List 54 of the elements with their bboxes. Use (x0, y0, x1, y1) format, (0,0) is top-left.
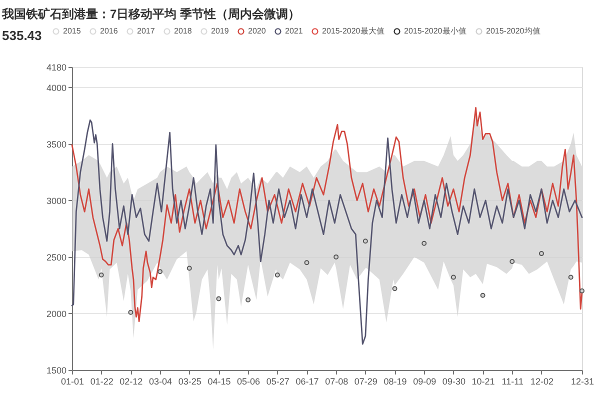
point (274, 272, 280, 278)
point (128, 310, 134, 315)
x-tick-label: 01-01 (60, 376, 84, 386)
legend-label: 2019 (211, 26, 230, 36)
legend-label: 2017 (137, 26, 156, 36)
x-tick-label: 03-04 (149, 376, 172, 386)
x-tick-label: 10-21 (472, 376, 495, 386)
y-tick-label: 4180 (46, 62, 66, 72)
x-tick-label: 04-15 (208, 376, 231, 386)
point (304, 260, 310, 266)
x-tick-label: 06-17 (296, 376, 319, 386)
y-tick-label: 1500 (46, 366, 66, 376)
x-tick-label: 12-02 (530, 376, 554, 386)
point (334, 254, 339, 260)
legend-label: 2018 (174, 26, 192, 36)
x-tick-label: 01-22 (90, 376, 114, 386)
x-tick-label: 09-09 (413, 376, 436, 386)
x-tick-label: 07-29 (354, 376, 378, 386)
text: 535.43 (2, 28, 42, 43)
x-tick-label: 12-31 (570, 376, 594, 386)
legend-label: 2016 (100, 26, 118, 36)
point (158, 269, 163, 274)
chart-title: 我国铁矿石到港量：7日移动平均 季节性（周内会微调） (1, 7, 300, 21)
y-tick-label: 3500 (46, 139, 66, 150)
point (480, 292, 486, 298)
point (216, 296, 222, 302)
x-tick-label: 07-08 (325, 376, 348, 386)
y-tick-label: 2500 (46, 252, 66, 262)
x-tick-label: 05-06 (237, 376, 260, 386)
x-tick-label: 11-11 (502, 376, 524, 386)
y-tick-label: 3000 (46, 196, 66, 206)
point (246, 297, 251, 302)
legend-label: 2020 (248, 26, 266, 36)
x-tick-label: 09-30 (442, 376, 466, 386)
legend-label: 2021 (285, 26, 304, 36)
x-tick-label: 03-25 (178, 376, 202, 386)
legend-label: 2015-2020最大值 (322, 26, 384, 36)
point (186, 266, 192, 271)
point (568, 274, 574, 280)
legend-label: 2015-2020最小值 (404, 26, 466, 36)
point (98, 272, 104, 278)
point (580, 288, 584, 294)
point (362, 238, 368, 244)
point (538, 251, 544, 256)
x-tick-label: 08-19 (384, 376, 407, 386)
y-tick-label: 2000 (46, 308, 66, 319)
x-tick-label: 02-12 (120, 376, 143, 386)
point (510, 258, 515, 264)
point (450, 274, 456, 280)
y-tick-label: 4000 (46, 82, 66, 93)
legend-label: 2015 (63, 26, 82, 36)
point (392, 286, 398, 292)
point (422, 240, 427, 246)
x-tick-label: 05-27 (266, 376, 290, 386)
